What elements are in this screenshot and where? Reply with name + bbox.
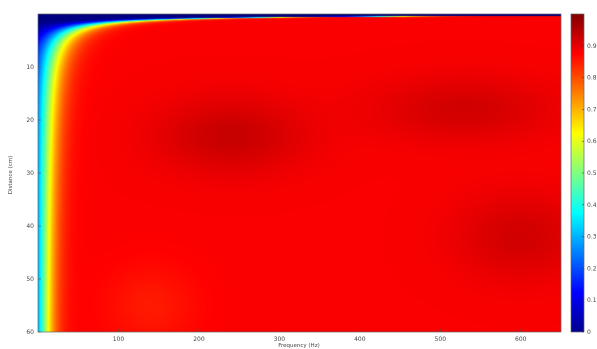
x-tick-label: 200 (193, 336, 205, 343)
colorbar-tick-label: 0.6 (587, 138, 597, 145)
x-axis: 100 200 300 400 500 600 (113, 329, 527, 343)
y-tick-label: 40 (26, 223, 34, 230)
x-tick-label: 100 (113, 336, 125, 343)
y-tick-label: 50 (26, 276, 34, 283)
colorbar-tick-label: 0.2 (587, 265, 597, 272)
colorbar-tick-label: 0.4 (587, 202, 597, 209)
y-tick-label: 60 (26, 329, 34, 336)
colorbar-tick-label: 0.9 (587, 43, 597, 50)
x-axis-title: Frequency (Hz) (278, 343, 319, 349)
colorbar-ticks: 0 0.1 0.2 0.3 0.4 0.5 0.6 0.7 0.8 0.9 (582, 43, 597, 336)
x-tick-label: 300 (274, 336, 286, 343)
y-axis-title: Distance (cm) (8, 156, 14, 194)
y-tick-label: 10 (26, 64, 34, 71)
colorbar-tick-label: 0.1 (587, 297, 597, 304)
heatmap-canvas (38, 14, 561, 332)
colorbar-tick-label: 0.7 (587, 106, 597, 113)
y-tick-label: 20 (26, 117, 34, 124)
colorbar-tick-label: 0.3 (587, 234, 597, 241)
heatmap-plot-area (38, 14, 561, 332)
y-axis: 10 20 30 40 50 60 (26, 64, 41, 336)
colorbar-tick-label: 0 (587, 329, 591, 336)
x-tick-label: 500 (435, 336, 447, 343)
x-tick-label: 400 (354, 336, 366, 343)
colorbar-tick-label: 0.8 (587, 75, 597, 82)
colorbar-tick-label: 0.5 (587, 170, 597, 177)
x-tick-label: 600 (515, 336, 527, 343)
y-tick-label: 30 (26, 170, 34, 177)
